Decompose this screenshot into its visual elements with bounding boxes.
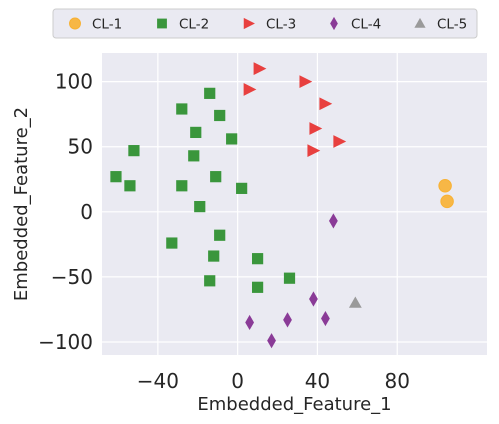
- data-point-cl-3: [333, 135, 347, 148]
- series-cl-3: [243, 62, 347, 158]
- data-point-cl-4: [283, 312, 292, 328]
- y-axis-label: Embedded_Feature_2: [11, 107, 32, 301]
- data-point-cl-3: [309, 122, 323, 135]
- legend: CL-1 CL-2 CL-3 CL-4 CL-5: [52, 8, 478, 39]
- legend-item-cl-2: CL-2: [157, 17, 209, 33]
- x-axis-label: Embedded_Feature_1: [197, 394, 391, 415]
- legend-label-cl-4: CL-4: [351, 17, 381, 33]
- data-point-cl-2: [188, 150, 200, 162]
- series-cl-5: [348, 296, 362, 308]
- data-point-cl-2: [110, 171, 122, 183]
- data-point-cl-2: [283, 272, 296, 284]
- data-point-cl-2: [251, 281, 264, 293]
- data-point-cl-2: [210, 171, 222, 183]
- data-point-cl-2: [176, 180, 188, 192]
- legend-item-cl-3: CL-3: [243, 17, 296, 33]
- data-point-cl-4: [267, 333, 276, 349]
- legend-item-cl-1: CL-1: [69, 17, 122, 33]
- data-point-cl-1: [440, 194, 454, 209]
- data-point-cl-2: [204, 87, 216, 99]
- data-point-cl-2: [214, 229, 226, 241]
- legend-item-cl-5: CL-5: [414, 17, 467, 33]
- y-tick-label: −50: [51, 265, 93, 289]
- data-point-cl-4: [309, 291, 318, 307]
- data-point-cl-2: [226, 133, 238, 145]
- data-point-cl-3: [253, 62, 267, 76]
- legend-label-cl-3: CL-3: [266, 17, 296, 33]
- data-point-cl-3: [299, 75, 313, 89]
- x-tick-label: 0: [231, 369, 244, 393]
- data-point-cl-2: [194, 201, 206, 213]
- data-point-cl-2: [236, 182, 248, 194]
- x-tick-label: −40: [137, 369, 179, 393]
- legend-label-cl-5: CL-5: [437, 17, 467, 33]
- data-point-cl-2: [166, 237, 178, 249]
- legend-marker-cl-3: [243, 17, 255, 30]
- series-cl-4: [245, 213, 338, 349]
- y-tick-label: −100: [38, 330, 93, 354]
- x-tick-label: 40: [305, 369, 330, 393]
- legend-label-cl-1: CL-1: [92, 17, 122, 33]
- data-point-cl-3: [319, 97, 333, 111]
- legend-marker-cl-1: [69, 17, 81, 30]
- data-point-cl-3: [243, 83, 257, 96]
- legend-label-cl-2: CL-2: [179, 17, 209, 33]
- legend-frame: [52, 8, 478, 39]
- data-point-cl-4: [245, 314, 255, 331]
- grid: [102, 53, 487, 355]
- data-point-cl-2: [214, 109, 226, 122]
- data-points: [110, 62, 454, 349]
- data-point-cl-3: [307, 144, 321, 158]
- y-tick-label: 0: [80, 200, 93, 224]
- data-point-cl-2: [124, 180, 136, 192]
- y-tick-label: 100: [55, 70, 93, 94]
- data-point-cl-4: [321, 310, 330, 327]
- data-point-cl-4: [328, 213, 338, 229]
- legend-marker-cl-2: [157, 18, 167, 29]
- legend-marker-cl-4: [330, 16, 338, 31]
- series-cl-1: [438, 179, 454, 209]
- series-cl-2: [110, 87, 296, 293]
- data-point-cl-2: [204, 275, 216, 287]
- x-tick-labels: −40 0 40 80: [137, 369, 410, 393]
- data-point-cl-2: [176, 103, 188, 115]
- data-point-cl-2: [251, 253, 264, 265]
- y-tick-label: 50: [68, 135, 93, 159]
- data-point-cl-2: [208, 250, 220, 262]
- data-point-cl-1: [438, 179, 452, 193]
- legend-item-cl-4: CL-4: [330, 17, 381, 33]
- data-point-cl-5: [348, 296, 362, 308]
- legend-marker-cl-5: [414, 17, 426, 28]
- plot-background: [102, 53, 487, 355]
- data-point-cl-2: [190, 126, 202, 139]
- x-tick-label: 80: [385, 369, 410, 393]
- y-tick-labels: 100 50 0 −50 −100: [38, 70, 93, 354]
- data-point-cl-2: [128, 145, 140, 157]
